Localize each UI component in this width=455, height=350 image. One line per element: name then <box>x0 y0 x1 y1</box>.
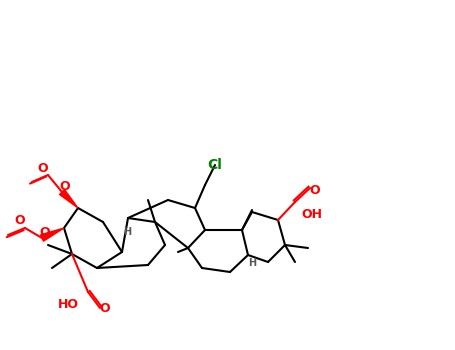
Text: H: H <box>248 258 256 268</box>
Text: O: O <box>310 184 320 197</box>
Text: H: H <box>123 227 131 237</box>
Text: OH: OH <box>302 209 323 222</box>
Text: O: O <box>60 181 71 194</box>
Text: O: O <box>38 161 48 175</box>
Text: O: O <box>15 215 25 228</box>
Polygon shape <box>40 228 64 241</box>
Text: Cl: Cl <box>207 158 222 172</box>
Text: O: O <box>40 226 51 239</box>
Text: HO: HO <box>57 299 79 312</box>
Text: O: O <box>100 301 110 315</box>
Polygon shape <box>60 190 78 208</box>
